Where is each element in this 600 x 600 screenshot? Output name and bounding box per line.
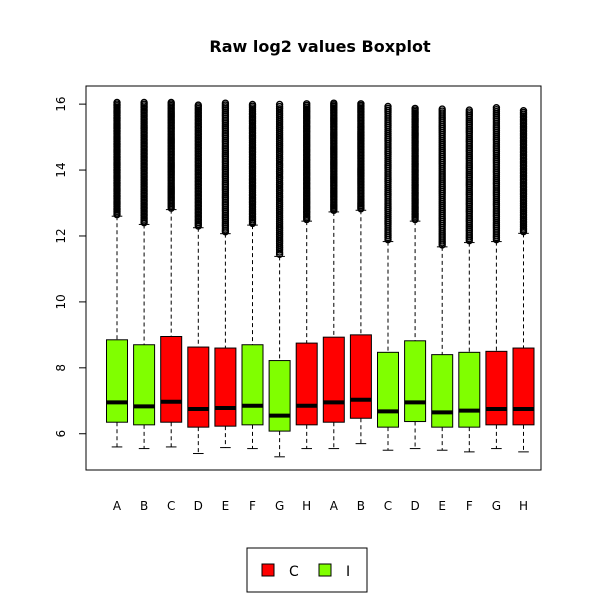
box-4: [187, 101, 210, 455]
x-tick-label: A: [330, 499, 339, 513]
outlier-point: [275, 100, 284, 109]
box-9: [322, 99, 345, 450]
outlier-point: [465, 106, 473, 114]
box-body: [160, 336, 183, 423]
y-tick-label: 16: [54, 96, 68, 111]
box-3: [160, 98, 183, 448]
outlier-point: [330, 99, 338, 107]
outlier-point: [140, 98, 148, 107]
outlier-point: [194, 101, 203, 109]
boxes: [106, 98, 535, 458]
x-tick-label: H: [519, 499, 528, 513]
legend: C I: [246, 547, 368, 593]
x-tick-label: H: [302, 499, 311, 513]
box-13: [431, 105, 454, 451]
box-body: [349, 334, 372, 419]
box-8: [295, 100, 318, 450]
x-tick-label: E: [438, 499, 446, 513]
x-tick-label: D: [194, 499, 203, 513]
legend-label-c: C: [289, 564, 299, 580]
outlier-point: [357, 100, 365, 108]
box-body: [133, 344, 156, 426]
box-14: [458, 106, 481, 453]
x-tick-label: A: [113, 499, 122, 513]
outlier-point: [303, 100, 311, 108]
box-body: [187, 346, 210, 428]
x-tick-label: G: [492, 499, 501, 513]
x-tick-label: C: [167, 499, 175, 513]
chart-title: Raw log2 values Boxplot: [209, 37, 431, 56]
outlier-point: [248, 100, 257, 109]
x-tick-label: F: [249, 499, 256, 513]
y-tick-label: 10: [54, 294, 68, 309]
outlier-point: [275, 105, 284, 113]
box-7: [268, 100, 291, 458]
box-body: [512, 347, 535, 426]
box-5: [214, 99, 237, 449]
box-12: [404, 104, 427, 450]
outlier-point: [438, 105, 446, 113]
box-10: [349, 100, 372, 445]
x-tick-label: B: [140, 499, 148, 513]
x-tick-label: E: [222, 499, 230, 513]
box-2: [133, 98, 156, 450]
box-body: [241, 344, 264, 426]
box-body: [377, 351, 399, 428]
outlier-point: [167, 98, 175, 107]
box-body: [295, 342, 318, 426]
outlier-point: [384, 102, 392, 111]
box-body: [485, 350, 508, 426]
box-16: [512, 107, 535, 453]
y-tick-label: 14: [54, 162, 68, 177]
box-body: [404, 340, 427, 423]
box-body: [214, 347, 237, 427]
x-tick-label: G: [275, 499, 284, 513]
box-body: [268, 360, 291, 432]
y-axis: 6 8 10 12 14 16: [54, 96, 87, 438]
x-tick-label: B: [357, 499, 365, 513]
legend-label-i: I: [346, 564, 350, 580]
outlier-point: [519, 107, 528, 115]
box-1: [106, 98, 128, 448]
outlier-point: [275, 102, 284, 111]
y-tick-label: 6: [54, 430, 68, 438]
outlier-point: [411, 104, 419, 113]
legend-swatch-c: [261, 563, 275, 577]
box-body: [322, 336, 345, 423]
box-11: [377, 102, 399, 451]
box-6: [241, 100, 264, 450]
outlier-point: [113, 98, 121, 107]
box-body: [431, 354, 454, 428]
x-tick-label: C: [384, 499, 392, 513]
legend-swatch-i: [318, 563, 332, 577]
y-tick-label: 8: [54, 364, 68, 372]
x-tick-label: F: [466, 499, 473, 513]
box-body: [458, 351, 481, 428]
box-15: [485, 104, 508, 450]
outlier-point: [221, 99, 230, 107]
outlier-point: [492, 104, 501, 112]
y-tick-label: 12: [54, 228, 68, 243]
x-tick-label: D: [410, 499, 419, 513]
box-body: [106, 339, 128, 423]
